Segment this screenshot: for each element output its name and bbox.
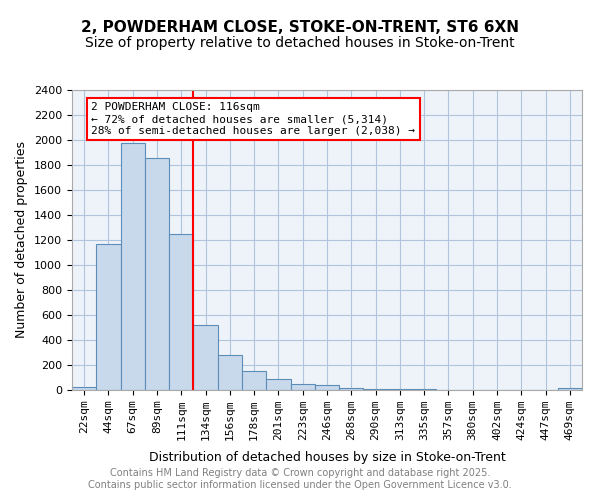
- Bar: [169, 234, 193, 390]
- Bar: [364, 388, 388, 390]
- Bar: [558, 388, 582, 390]
- Bar: [218, 355, 242, 390]
- Text: Size of property relative to detached houses in Stoke-on-Trent: Size of property relative to detached ho…: [85, 36, 515, 50]
- Bar: [290, 384, 315, 390]
- X-axis label: Distribution of detached houses by size in Stoke-on-Trent: Distribution of detached houses by size …: [149, 452, 505, 464]
- Bar: [72, 387, 96, 390]
- Bar: [242, 370, 266, 390]
- Bar: [266, 379, 290, 390]
- Y-axis label: Number of detached properties: Number of detached properties: [16, 142, 28, 338]
- Text: 2, POWDERHAM CLOSE, STOKE-ON-TRENT, ST6 6XN: 2, POWDERHAM CLOSE, STOKE-ON-TRENT, ST6 …: [81, 20, 519, 35]
- Bar: [339, 388, 364, 390]
- Bar: [96, 244, 121, 390]
- Bar: [193, 325, 218, 390]
- Bar: [121, 142, 145, 390]
- Bar: [315, 385, 339, 390]
- Bar: [145, 158, 169, 390]
- Text: Contains HM Land Registry data © Crown copyright and database right 2025.
Contai: Contains HM Land Registry data © Crown c…: [88, 468, 512, 490]
- Text: 2 POWDERHAM CLOSE: 116sqm
← 72% of detached houses are smaller (5,314)
28% of se: 2 POWDERHAM CLOSE: 116sqm ← 72% of detac…: [91, 102, 415, 136]
- Bar: [388, 389, 412, 390]
